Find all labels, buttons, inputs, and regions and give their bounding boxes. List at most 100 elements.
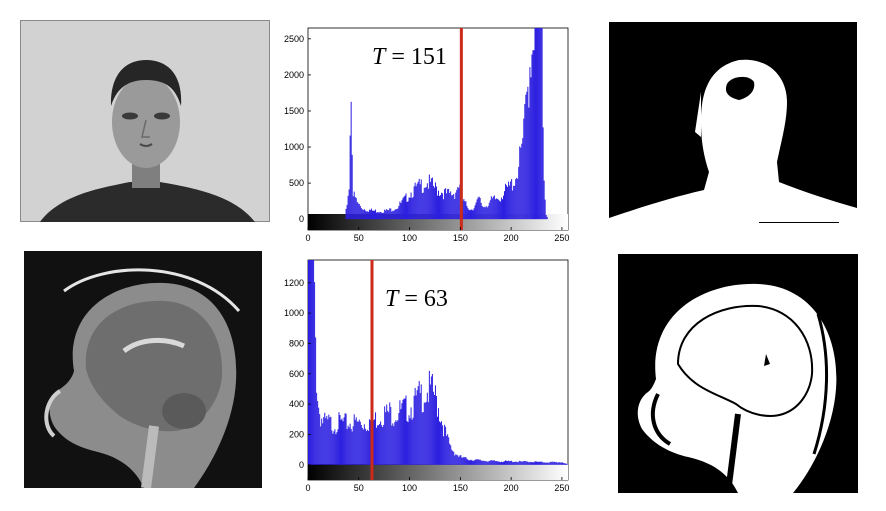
histogram-bar <box>522 461 524 465</box>
histogram-bar <box>378 212 380 220</box>
histogram-bar <box>397 420 399 465</box>
histogram-bar <box>415 395 417 465</box>
histogram-bar <box>402 198 404 220</box>
histogram-bar <box>381 425 383 465</box>
histogram-bar <box>316 392 318 465</box>
histogram-bar <box>399 400 401 465</box>
y-tick-label: 1000 <box>284 142 304 152</box>
histogram-bar <box>312 260 314 465</box>
histogram-bar <box>351 431 353 465</box>
histogram-bar <box>472 210 474 220</box>
histogram-bar <box>509 461 511 465</box>
histogram-bar <box>504 461 506 465</box>
histogram-bar <box>396 421 398 465</box>
histogram-bar <box>476 199 478 220</box>
histogram-bar <box>406 201 408 220</box>
histogram-bar <box>443 436 445 465</box>
histogram-bar <box>554 462 556 465</box>
histogram-bar <box>337 429 339 465</box>
histogram-bar <box>463 199 465 220</box>
histogram-bar <box>395 209 397 220</box>
histogram-bar <box>447 434 449 465</box>
histogram-bar <box>446 435 448 465</box>
histogram-bar <box>481 460 483 465</box>
histogram-bar <box>367 430 369 465</box>
histogram-bar <box>398 413 400 465</box>
histogram-bar <box>530 77 532 220</box>
histogram-bar <box>497 461 499 465</box>
histogram-bar <box>422 192 424 220</box>
histogram-bar <box>408 197 410 220</box>
histogram-bar <box>411 198 413 220</box>
histogram-bar <box>429 181 431 220</box>
histogram-bar <box>528 462 530 465</box>
histogram-bar <box>406 421 408 465</box>
histogram-bar <box>492 460 494 465</box>
histogram-bar <box>387 410 389 465</box>
histogram-bar <box>538 461 540 465</box>
histogram-bar <box>352 196 354 220</box>
histogram-bar <box>327 419 329 465</box>
histogram-bar <box>390 407 392 465</box>
x-tick-label: 250 <box>554 483 569 493</box>
histogram-bar <box>428 174 430 220</box>
histogram-bar <box>350 428 352 465</box>
histogram-bar <box>484 461 486 465</box>
histogram-bar <box>545 215 547 220</box>
histogram-bar <box>379 212 381 220</box>
histogram-bar <box>407 422 409 465</box>
histogram-bar <box>447 189 449 220</box>
histogram-bar <box>506 185 508 220</box>
histogram-bar <box>517 462 519 465</box>
histogram-bar <box>373 420 374 465</box>
histogram-bar <box>501 199 503 220</box>
histogram-bar <box>375 209 377 220</box>
histogram-bar <box>449 193 451 220</box>
histogram-bar <box>499 201 501 220</box>
histogram-bar <box>380 421 382 465</box>
histogram-bar <box>375 412 377 465</box>
histogram-bar <box>553 461 555 465</box>
histogram-bar <box>388 412 390 465</box>
histogram-bar <box>501 462 503 465</box>
histogram-bar <box>457 187 459 220</box>
histogram-bar <box>563 463 565 465</box>
histogram-bar <box>433 395 435 465</box>
histogram-bar <box>401 200 403 220</box>
histogram-bar <box>557 462 559 465</box>
histogram-bar <box>457 455 459 465</box>
histogram-bar <box>398 205 400 220</box>
histogram-bar <box>491 198 493 220</box>
histogram-bar <box>471 460 473 465</box>
histogram-bar <box>318 407 320 465</box>
histogram-bar <box>521 143 523 220</box>
histogram-bar <box>523 461 525 465</box>
histogram-bar <box>558 462 560 465</box>
histogram-bar <box>424 187 426 220</box>
histogram-bar <box>520 461 522 465</box>
histogram-bar <box>403 398 405 465</box>
histogram-bar <box>529 67 531 220</box>
histogram-bar <box>342 421 344 465</box>
histogram-bar <box>566 464 568 465</box>
histogram-bar <box>500 197 502 220</box>
histogram-bar <box>495 198 497 220</box>
histogram-bar <box>473 208 475 220</box>
histogram-bar <box>440 422 442 465</box>
histogram-bar <box>431 374 433 465</box>
histogram-bar <box>368 209 370 220</box>
histogram-bar <box>478 196 480 220</box>
histogram-bar <box>533 50 535 220</box>
histogram-bar <box>560 462 562 465</box>
histogram-bar <box>539 28 541 220</box>
histogram-bar <box>425 187 427 220</box>
histogram-bar <box>545 462 547 465</box>
histogram-bar <box>503 195 504 220</box>
histogram-bar <box>475 202 477 220</box>
x-tick-label: 100 <box>402 233 417 243</box>
histogram-bar <box>438 408 439 465</box>
histogram-bar <box>393 210 395 220</box>
histogram-bar <box>532 462 534 465</box>
histogram-bar <box>394 422 396 465</box>
histogram-bar <box>518 166 520 220</box>
